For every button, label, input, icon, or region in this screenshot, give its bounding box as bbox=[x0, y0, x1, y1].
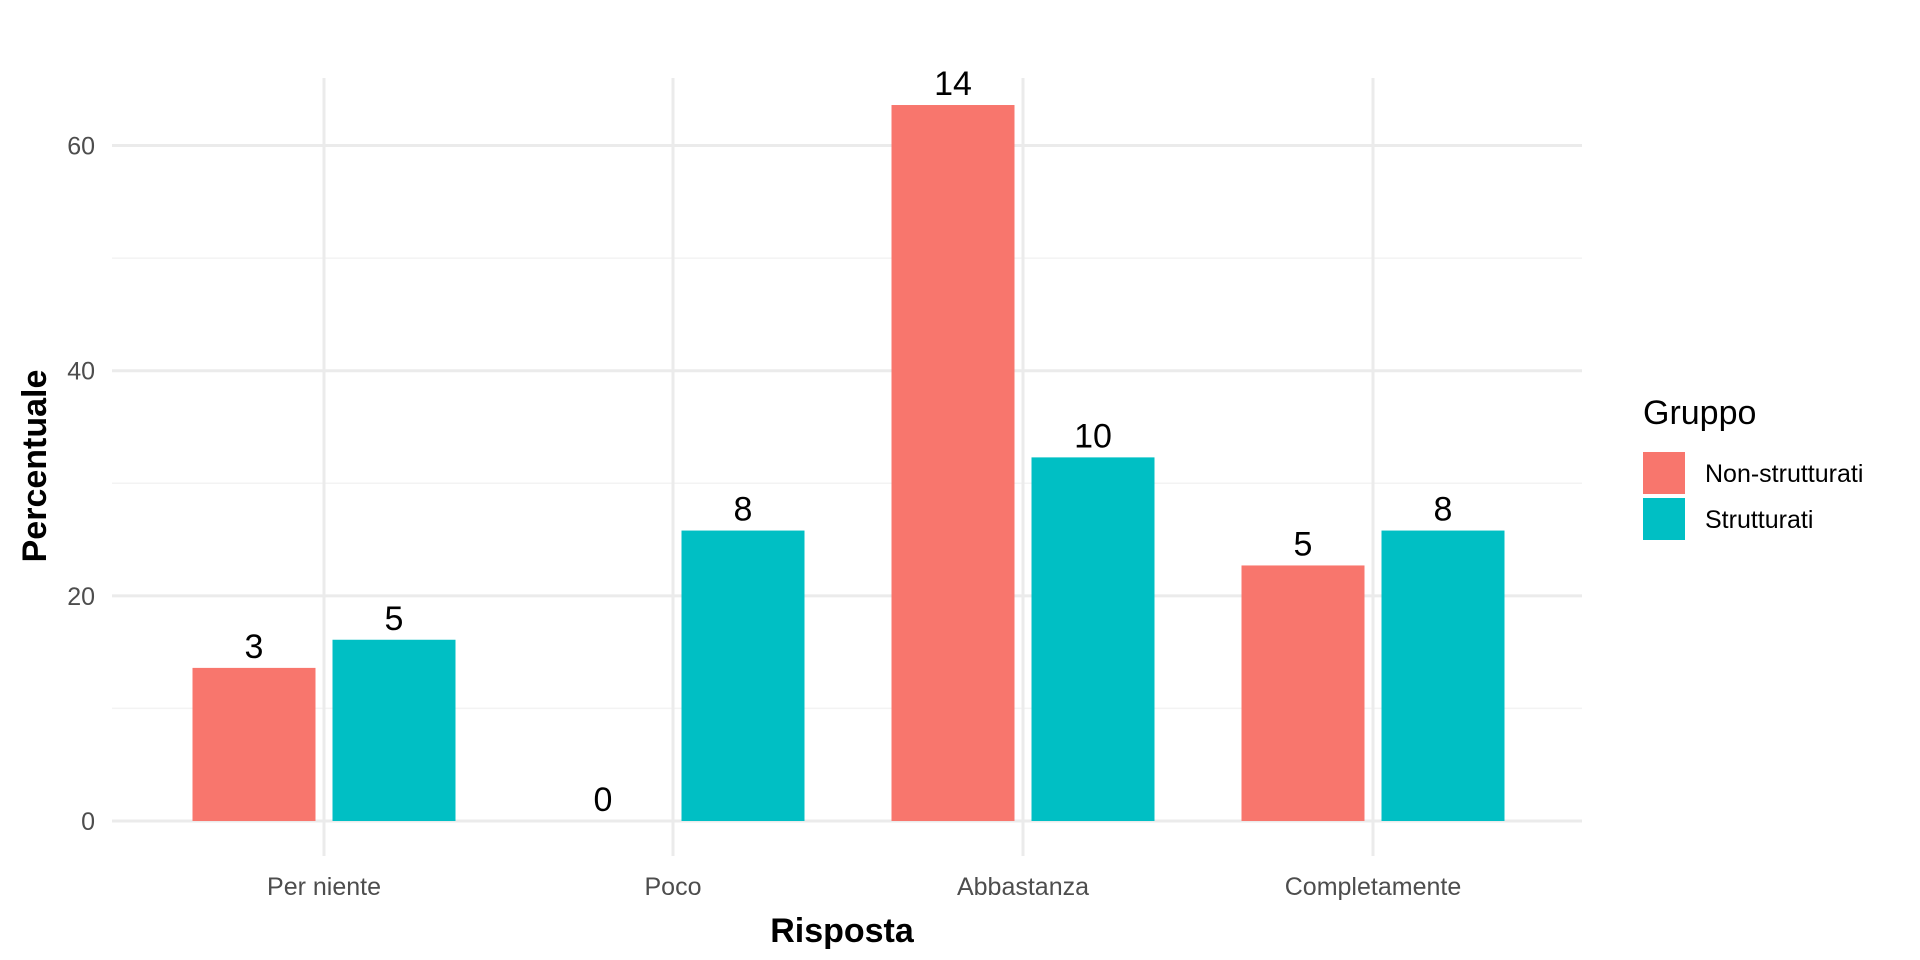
bar-labels: 3 5 0 8 14 10 5 8 bbox=[245, 65, 1453, 819]
bar-non-strutturati-per-niente bbox=[192, 667, 316, 821]
y-tick-label: 0 bbox=[81, 808, 95, 836]
bar-strutturati-poco bbox=[681, 530, 805, 821]
x-tick-label: Poco bbox=[645, 873, 702, 901]
bar-strutturati-completamente bbox=[1381, 530, 1505, 821]
legend-label: Strutturati bbox=[1705, 506, 1813, 534]
bar-value-label: 10 bbox=[1074, 417, 1112, 455]
bar-value-label: 3 bbox=[245, 628, 264, 666]
bar-strutturati-per-niente bbox=[332, 639, 456, 821]
bars bbox=[192, 105, 1505, 821]
legend-key-strutturati bbox=[1643, 498, 1685, 540]
x-tick-label: Abbastanza bbox=[957, 873, 1089, 901]
legend-key-non-strutturati bbox=[1643, 452, 1685, 494]
legend-label: Non-strutturati bbox=[1705, 460, 1863, 488]
bar-value-label: 0 bbox=[594, 781, 613, 819]
y-tick-label: 20 bbox=[67, 583, 95, 611]
bar-value-label: 5 bbox=[1294, 525, 1313, 563]
x-axis-ticks: Per niente Poco Abbastanza Completamente bbox=[267, 873, 1461, 901]
legend: Gruppo Non-strutturati Strutturati bbox=[1643, 394, 1863, 540]
y-tick-label: 60 bbox=[67, 133, 95, 161]
bar-value-label: 14 bbox=[934, 65, 972, 103]
y-axis-ticks: 0 20 40 60 bbox=[67, 133, 95, 836]
bar-value-label: 8 bbox=[734, 491, 753, 529]
bar-non-strutturati-abbastanza bbox=[891, 105, 1015, 821]
x-axis-title: Risposta bbox=[770, 912, 915, 950]
y-tick-label: 40 bbox=[67, 358, 95, 386]
bar-non-strutturati-completamente bbox=[1241, 565, 1365, 821]
bar-value-label: 8 bbox=[1434, 491, 1453, 529]
legend-title: Gruppo bbox=[1643, 394, 1756, 432]
bar-strutturati-abbastanza bbox=[1031, 457, 1155, 821]
y-axis-title: Percentuale bbox=[16, 370, 54, 563]
x-tick-label: Per niente bbox=[267, 873, 381, 901]
bar-value-label: 5 bbox=[385, 600, 404, 638]
x-tick-label: Completamente bbox=[1285, 873, 1461, 901]
